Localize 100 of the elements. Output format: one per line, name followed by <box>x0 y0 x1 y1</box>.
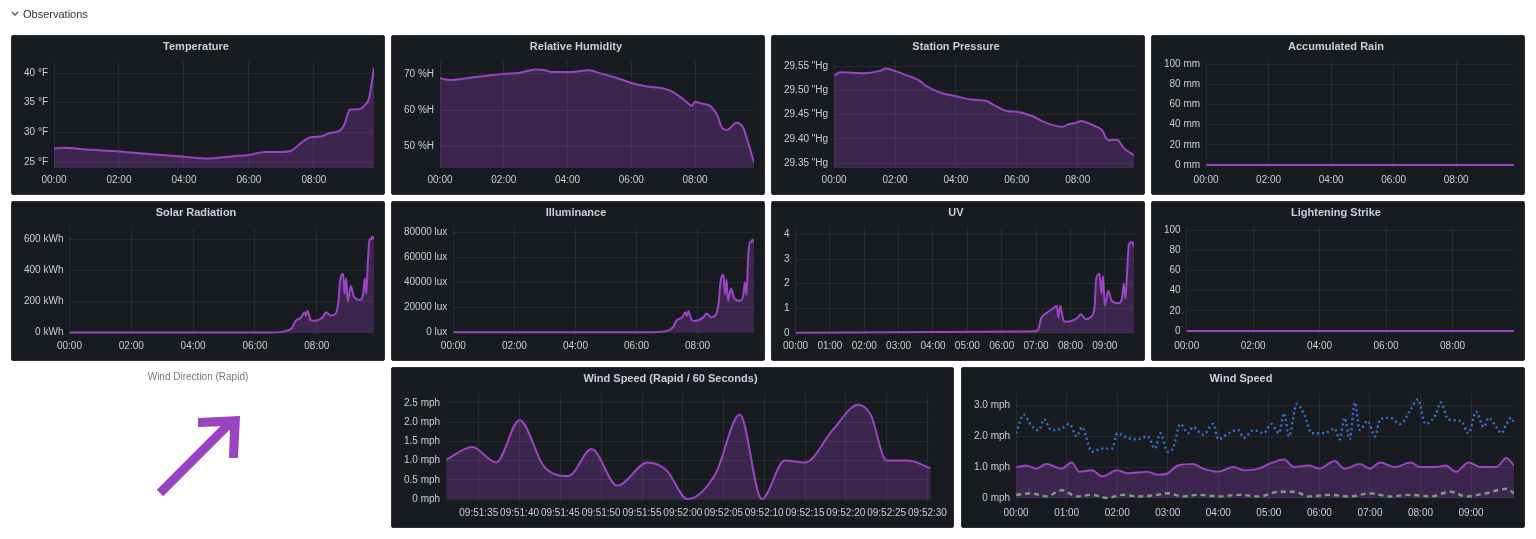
y-tick-label: 100 mm <box>1164 57 1201 69</box>
x-tick-label: 09:52:30 <box>908 506 948 518</box>
x-tick-label: 09:52:00 <box>663 506 703 518</box>
x-tick-label: 06:00 <box>236 173 262 185</box>
chart-title: Temperature <box>163 39 229 52</box>
x-tick-label: 06:00 <box>1004 173 1030 185</box>
text: Wind Direction (Rapid) <box>146 371 250 382</box>
chart-title: Relative Humidity <box>529 39 624 52</box>
x-tick-label: 09:52:25 <box>867 506 907 518</box>
x-tick-label: 02:00 <box>1104 506 1131 518</box>
text: Observations <box>23 8 88 20</box>
y-tick-label: 200 kWh <box>23 295 64 307</box>
x-tick-label: 01:00 <box>817 339 843 351</box>
x-tick-label: 09:51:55 <box>622 506 662 518</box>
y-tick-label: 40 mm <box>1169 118 1201 130</box>
y-tick-label: 40000 lux <box>403 275 448 287</box>
x-tick-label: 02:00 <box>491 173 517 185</box>
x-tick-label: 06:00 <box>1381 173 1407 185</box>
y-tick-label: 60000 lux <box>403 250 448 262</box>
y-tick-label: 600 kWh <box>23 233 64 245</box>
x-tick-label: 04:00 <box>920 339 946 351</box>
x-tick-label: 09:51:45 <box>540 506 581 518</box>
y-tick-label: 70 %H <box>404 67 435 79</box>
x-tick-label: 09:52:10 <box>744 506 785 518</box>
chart-title: Accumulated Rain <box>1288 39 1385 52</box>
y-tick-label: 2.5 mph <box>403 396 441 408</box>
x-tick-label: 00:00 <box>821 173 848 185</box>
x-tick-label: 08:00 <box>1443 173 1470 185</box>
chart-title: UV <box>948 205 965 218</box>
x-tick-label: 02:00 <box>501 339 528 351</box>
y-tick-label: 0 <box>1175 324 1182 336</box>
x-tick-label: 03:00 <box>886 339 912 351</box>
x-tick-label: 03:00 <box>1155 506 1181 518</box>
y-tick-label: 80 mm <box>1169 78 1201 90</box>
x-tick-label: 09:51:40 <box>500 506 540 518</box>
y-tick-label: 2.0 mph <box>973 430 1011 442</box>
chart-title: Station Pressure <box>912 39 1000 52</box>
x-tick-label: 08:00 <box>1057 339 1084 351</box>
y-tick-label: 50 %H <box>404 140 435 152</box>
y-tick-label: 100 <box>1164 223 1182 235</box>
x-tick-label: 06:00 <box>1306 506 1333 518</box>
y-tick-label: 35 °F <box>23 96 49 108</box>
x-tick-label: 08:00 <box>682 173 708 185</box>
x-tick-label: 09:52:15 <box>785 506 825 518</box>
x-tick-label: 09:00 <box>1092 339 1118 351</box>
y-tick-label: 29.45 "Hg <box>784 108 829 120</box>
y-tick-label: 20000 lux <box>403 300 448 312</box>
y-tick-label: 400 kWh <box>23 264 64 276</box>
x-tick-label: 05:00 <box>954 339 981 351</box>
line-series <box>1016 487 1514 500</box>
x-tick-label: 08:00 <box>301 173 327 185</box>
x-tick-label: 08:00 <box>1407 506 1434 518</box>
y-tick-label: 0.5 mph <box>403 473 441 485</box>
x-tick-label: 07:00 <box>1357 506 1383 518</box>
y-tick-label: 1.0 mph <box>403 454 441 466</box>
x-tick-label: 04:00 <box>555 173 581 185</box>
y-tick-label: 29.50 "Hg <box>784 84 829 96</box>
y-tick-label: 0 lux <box>426 325 448 337</box>
y-tick-label: 1.0 mph <box>973 460 1011 472</box>
y-tick-label: 4 <box>784 228 790 240</box>
y-tick-label: 0 <box>784 326 790 338</box>
y-tick-label: 2 <box>784 277 790 289</box>
x-tick-label: 06:00 <box>1373 339 1400 351</box>
y-tick-label: 0 kWh <box>35 326 64 338</box>
y-tick-label: 20 <box>1169 304 1182 316</box>
y-tick-label: 29.55 "Hg <box>784 59 829 71</box>
x-tick-label: 09:51:35 <box>459 506 499 518</box>
x-tick-label: 08:00 <box>304 339 330 351</box>
y-tick-label: 3 <box>784 252 790 264</box>
x-tick-label: 00:00 <box>1003 506 1030 518</box>
x-tick-label: 08:00 <box>1440 339 1466 351</box>
x-tick-label: 01:00 <box>1054 506 1080 518</box>
y-tick-label: 1 <box>784 301 790 313</box>
x-tick-label: 06:00 <box>623 339 650 351</box>
x-tick-label: 08:00 <box>685 339 711 351</box>
x-tick-label: 02:00 <box>1256 173 1282 185</box>
y-tick-label: 29.35 "Hg <box>784 156 829 168</box>
chart-title: Solar Radiation <box>155 205 237 218</box>
y-tick-label: 60 <box>1169 264 1182 276</box>
x-tick-label: 09:00 <box>1458 506 1484 518</box>
y-tick-label: 3.0 mph <box>973 399 1011 411</box>
x-tick-label: 09:52:20 <box>826 506 866 518</box>
x-tick-label: 00:00 <box>56 339 83 351</box>
y-tick-label: 60 %H <box>404 103 435 115</box>
y-tick-label: 80 <box>1169 244 1182 256</box>
x-tick-label: 00:00 <box>783 339 809 351</box>
x-tick-label: 02:00 <box>851 339 878 351</box>
x-tick-label: 05:00 <box>1256 506 1282 518</box>
y-tick-label: 40 °F <box>23 66 49 78</box>
y-tick-label: 60 mm <box>1169 98 1201 110</box>
x-tick-label: 04:00 <box>171 173 197 185</box>
x-tick-label: 02:00 <box>106 173 132 185</box>
x-tick-label: 00:00 <box>41 173 67 185</box>
x-tick-label: 04:00 <box>943 173 969 185</box>
x-tick-label: 06:00 <box>989 339 1015 351</box>
x-tick-label: 04:00 <box>1205 506 1232 518</box>
x-tick-label: 00:00 <box>1193 173 1220 185</box>
y-tick-label: 20 mm <box>1169 138 1201 150</box>
x-tick-label: 06:00 <box>242 339 268 351</box>
x-tick-label: 02:00 <box>1240 339 1267 351</box>
